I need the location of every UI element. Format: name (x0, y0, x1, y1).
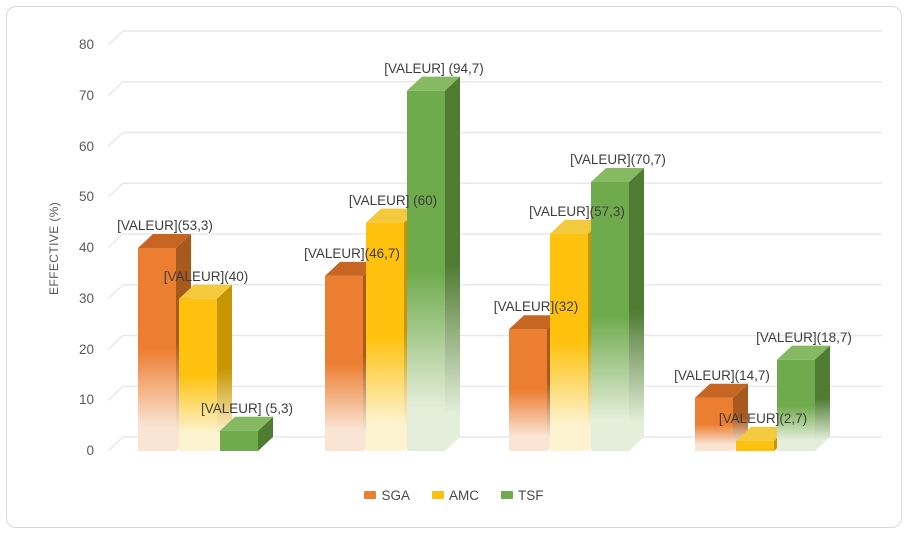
bar-side-face (815, 345, 830, 451)
gridline-y60 (107, 131, 882, 148)
bar-top-face (366, 208, 419, 223)
bar-side-face (217, 284, 232, 451)
bar-top-face (591, 168, 644, 183)
bar-top-face (220, 416, 273, 431)
data-label-tsf-group2: [VALEUR] (94,7) (384, 60, 484, 76)
legend-label-tsf: TSF (518, 487, 544, 503)
bar-tsf-group2 (407, 76, 460, 452)
bar-side-face (445, 76, 460, 452)
bar-front-face (695, 397, 733, 451)
legend-item-tsf: TSF (501, 488, 544, 503)
bar-top-face (550, 219, 603, 234)
bar-front-face (325, 275, 363, 451)
y-tick-label-70: 70 (78, 87, 94, 103)
bar-top-face (179, 284, 232, 299)
bar-top-face (407, 76, 460, 91)
legend-item-amc: AMC (432, 488, 479, 503)
gridline-y50 (107, 182, 882, 198)
y-tick-label-40: 40 (78, 240, 94, 255)
y-tick-label-30: 30 (78, 290, 94, 306)
bar-top-face (325, 261, 378, 276)
bar-tsf-group4 (777, 345, 830, 451)
bar-tsf-group1 (220, 416, 273, 451)
data-label-sga-group2: [VALEUR](46,7) (304, 245, 400, 261)
legend-label-sga: SGA (381, 487, 410, 503)
data-label-amc-group3: [VALEUR](57,3) (529, 203, 625, 219)
data-label-sga-group3: [VALEUR](32) (493, 299, 579, 315)
data-label-sga-group1: [VALEUR](53,3) (117, 218, 213, 233)
bar-tsf-group3 (591, 168, 644, 451)
gridline-y70 (107, 81, 882, 97)
data-label-amc-group2: [VALEUR] (60) (348, 192, 438, 208)
bar-top-face (695, 383, 748, 398)
bar-front-face (736, 440, 774, 451)
y-tick-label-10: 10 (78, 392, 94, 408)
bar-front-face (591, 182, 629, 451)
data-label-amc-group1: [VALEUR](40) (163, 268, 249, 284)
data-label-amc-group4: [VALEUR](2,7) (718, 410, 808, 426)
legend-item-sga: SGA (364, 488, 410, 503)
data-label-tsf-group1: [VALEUR] (5,3) (200, 400, 294, 416)
y-tick-label-60: 60 (78, 138, 94, 154)
data-label-tsf-group4: [VALEUR](18,7) (756, 329, 852, 345)
gridline-y40 (107, 233, 882, 249)
y-tick-label-80: 80 (78, 37, 94, 52)
bar-front-face (138, 248, 176, 451)
bar-front-face (220, 430, 258, 451)
bar-top-face (777, 345, 830, 360)
bar-top-face (736, 426, 789, 441)
gridline-y80 (107, 30, 882, 46)
bar-side-face (629, 168, 644, 451)
data-label-sga-group4: [VALEUR](14,7) (674, 367, 770, 383)
bar-front-face (550, 233, 588, 451)
legend-swatch-amc (432, 491, 444, 499)
legend: SGA AMC TSF (0, 485, 908, 505)
bar-sga-group4 (695, 383, 748, 451)
bar-front-face (366, 222, 404, 451)
bar-front-face (509, 329, 547, 451)
legend-label-amc: AMC (449, 487, 479, 503)
bar-front-face (407, 90, 445, 452)
bar-top-face (138, 234, 191, 248)
bar-front-face (777, 359, 815, 451)
bar-front-face (179, 298, 217, 451)
y-tick-label-20: 20 (78, 341, 94, 357)
bar-side-face (258, 416, 273, 451)
data-label-tsf-group3: [VALEUR](70,7) (570, 152, 666, 168)
y-tick-label-50: 50 (78, 189, 94, 205)
legend-swatch-tsf (501, 491, 513, 499)
legend-swatch-sga (364, 491, 377, 499)
y-tick-label-0: 0 (86, 443, 94, 458)
bar-top-face (509, 315, 562, 330)
bar-amc-group1 (179, 284, 232, 451)
